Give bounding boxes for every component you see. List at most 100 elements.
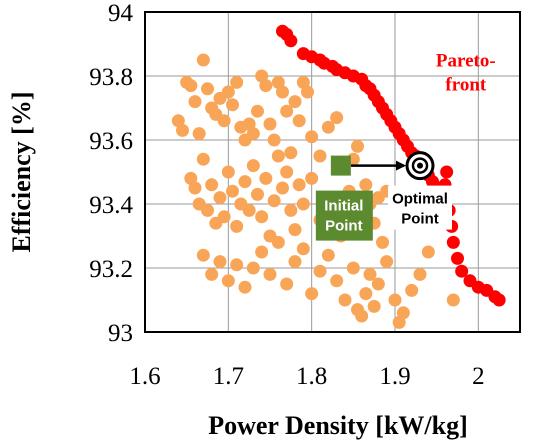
population-point [247,262,260,275]
y-tick-label: 93.2 [89,256,133,283]
population-point [359,178,372,191]
population-point [197,153,210,166]
population-point [297,242,310,255]
x-tick-label: 1.9 [379,363,410,390]
population-point [276,182,289,195]
population-point [243,204,256,217]
y-tick-label: 93.6 [89,128,133,155]
population-point [414,268,427,281]
y-tick-label: 93.4 [89,192,133,219]
population-point [255,210,268,223]
population-point [322,249,335,262]
population-point [289,255,302,268]
population-point [305,130,318,143]
population-point [230,76,243,89]
population-point [372,278,385,291]
population-point [247,127,260,140]
optimal-point-label: Point [401,211,439,228]
population-point [276,86,289,99]
population-point [272,236,285,249]
population-point [201,82,214,95]
population-point [268,134,281,147]
population-point [447,294,460,307]
population-point [368,300,381,313]
pareto-point [440,166,453,179]
population-point [222,274,235,287]
population-point [197,54,210,67]
population-point [393,316,406,329]
pareto-point [284,34,297,47]
population-point [205,178,218,191]
population-point [330,111,343,124]
population-point [293,114,306,127]
y-tick-labels: 93 93.2 93.4 93.6 93.8 94 [89,0,133,347]
population-point [251,188,264,201]
population-point [351,140,364,153]
population-point [218,210,231,223]
population-point [259,172,272,185]
population-point [314,150,327,163]
y-tick-label: 93.8 [89,64,133,91]
population-point [284,146,297,159]
x-tick-label: 2 [472,363,485,390]
population-point [314,265,327,278]
population-point [230,220,243,233]
initial-point-label: Initial [324,198,363,215]
population-point [189,95,202,108]
initial-point-label: Point [325,218,363,235]
pareto-point [451,252,464,265]
population-point [359,287,372,300]
x-tick-label: 1.6 [129,363,160,390]
population-point [289,223,302,236]
pareto-point [447,236,460,249]
population-point [239,175,252,188]
population-point [218,114,231,127]
population-point [247,159,260,172]
population-point [189,182,202,195]
population-point [380,255,393,268]
population-point [305,172,318,185]
population-point [305,287,318,300]
population-point [339,294,352,307]
population-point [264,118,277,131]
population-point [222,166,235,179]
optimal-point-label: Optimal [392,191,448,208]
population-point [297,198,310,211]
y-tick-label: 94 [108,0,134,27]
population-point [293,178,306,191]
population-point [255,246,268,259]
x-tick-label: 1.8 [296,363,327,390]
pareto-point [493,294,506,307]
population-point [355,310,368,323]
population-point [214,191,227,204]
population-point [280,166,293,179]
population-point [201,204,214,217]
initial-point-marker [331,156,351,176]
population-point [197,249,210,262]
x-axis-title: Power Density [kW/kg] [208,411,468,440]
population-point [239,281,252,294]
x-tick-label: 1.7 [213,363,244,390]
population-point [389,294,402,307]
population-point [193,127,206,140]
population-point [184,79,197,92]
population-point [405,284,418,297]
population-point [214,255,227,268]
population-point [347,262,360,275]
population-point [251,105,264,118]
optimal-point-center [417,163,423,169]
y-axis-title: Efficiency [%] [7,91,36,252]
population-point [176,124,189,137]
population-point [422,246,435,259]
population-point [301,86,314,99]
x-tick-labels: 1.6 1.7 1.8 1.9 2 [129,363,484,390]
population-point [226,98,239,111]
population-point [226,185,239,198]
population-point [272,150,285,163]
pareto-front-label: Pareto- [436,51,496,72]
y-tick-label: 93 [108,320,133,347]
population-point [284,204,297,217]
population-point [268,194,281,207]
population-point [230,258,243,271]
